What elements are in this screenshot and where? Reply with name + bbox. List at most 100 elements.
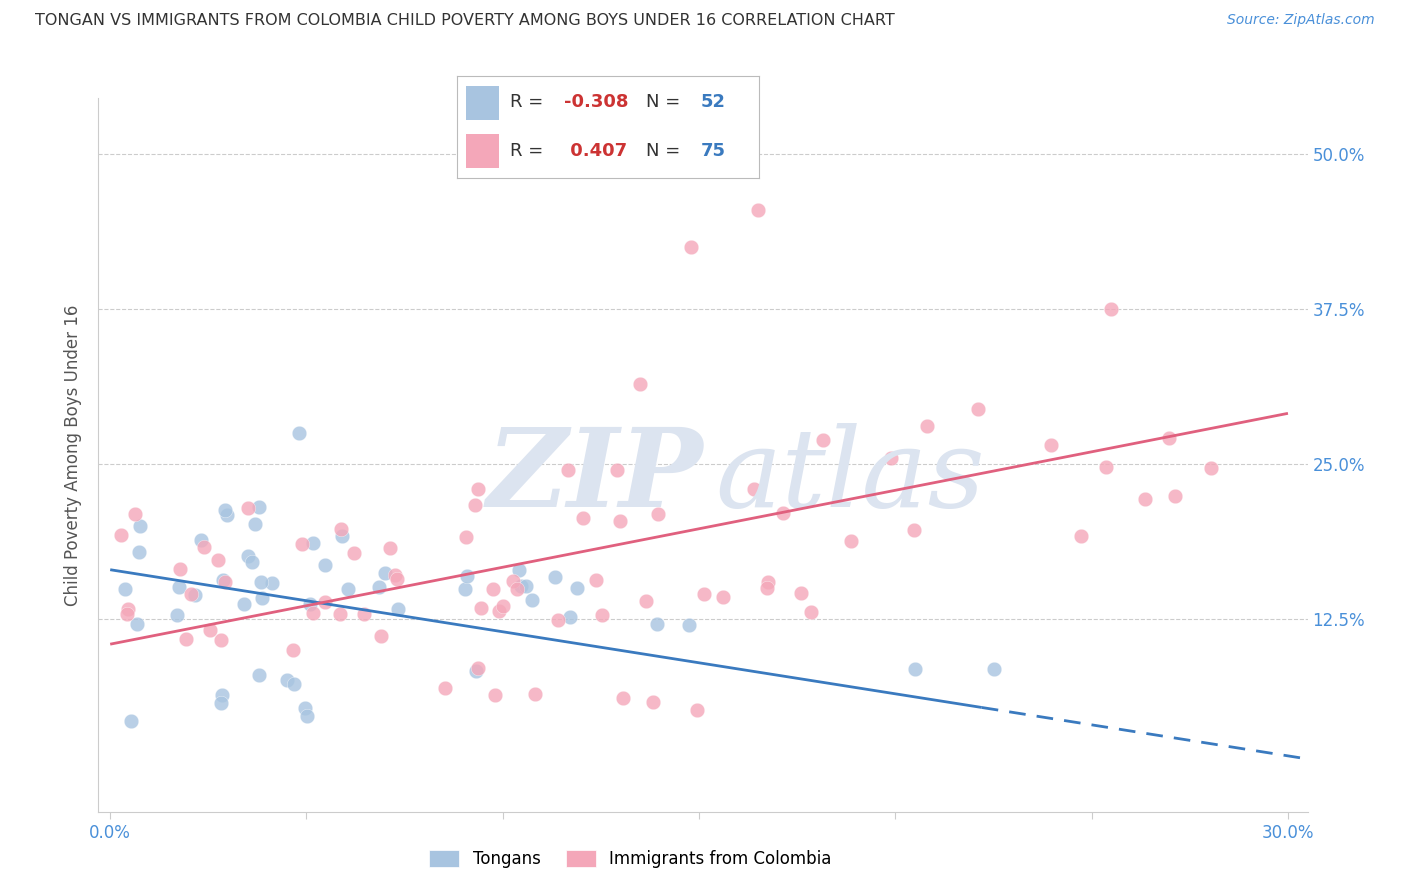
Point [1099, 302, 1122, 317]
Point [983, 662, 1005, 676]
Point [456, 569, 478, 583]
Point [800, 605, 823, 619]
Text: ZIP: ZIP [486, 423, 703, 530]
Point [523, 687, 546, 701]
Point [212, 573, 235, 587]
Legend: Tongans, Immigrants from Colombia: Tongans, Immigrants from Colombia [423, 843, 838, 875]
Point [547, 613, 569, 627]
Point [370, 629, 392, 643]
Point [301, 536, 323, 550]
Point [647, 508, 669, 522]
Point [1164, 489, 1187, 503]
Point [585, 574, 607, 588]
Text: N =: N = [645, 93, 686, 111]
Point [482, 582, 505, 597]
Point [839, 533, 862, 548]
Point [240, 555, 263, 569]
Point [378, 541, 401, 556]
Point [217, 508, 239, 523]
Point [747, 202, 769, 217]
Point [678, 618, 700, 632]
Point [465, 664, 488, 678]
Point [1133, 491, 1156, 506]
Text: 75: 75 [700, 142, 725, 161]
Point [353, 607, 375, 621]
Point [772, 506, 794, 520]
Point [117, 602, 139, 616]
Point [467, 661, 489, 675]
Point [184, 588, 207, 602]
Point [329, 522, 352, 536]
Text: TONGAN VS IMMIGRANTS FROM COLOMBIA CHILD POVERTY AMONG BOYS UNDER 16 CORRELATION: TONGAN VS IMMIGRANTS FROM COLOMBIA CHILD… [35, 13, 894, 29]
Point [302, 606, 325, 620]
Point [174, 632, 197, 646]
Point [211, 689, 233, 703]
Point [243, 516, 266, 531]
Point [337, 582, 360, 596]
Point [232, 597, 254, 611]
Point [492, 599, 515, 613]
Point [467, 482, 489, 496]
Point [314, 558, 336, 573]
Point [681, 240, 703, 254]
Point [606, 463, 628, 477]
Point [790, 585, 813, 599]
Text: 0.407: 0.407 [564, 142, 627, 161]
Point [247, 668, 270, 682]
Point [634, 594, 657, 608]
Point [520, 592, 543, 607]
Point [193, 540, 215, 554]
Point [209, 633, 232, 648]
Point [565, 582, 588, 596]
Point [1094, 460, 1116, 475]
Point [329, 607, 352, 621]
Point [572, 510, 595, 524]
Point [506, 582, 529, 597]
Point [209, 696, 232, 710]
Point [276, 673, 298, 688]
FancyBboxPatch shape [465, 135, 499, 168]
Point [515, 579, 537, 593]
Point [508, 563, 530, 577]
Point [124, 507, 146, 521]
Point [207, 553, 229, 567]
Point [330, 529, 353, 543]
Point [484, 688, 506, 702]
Point [180, 587, 202, 601]
Point [343, 546, 366, 560]
Point [693, 587, 716, 601]
Point [114, 582, 136, 596]
Point [281, 643, 304, 657]
Point [295, 708, 318, 723]
Point [967, 402, 990, 417]
Point [502, 574, 524, 588]
Text: Source: ZipAtlas.com: Source: ZipAtlas.com [1227, 13, 1375, 28]
Point [1199, 460, 1222, 475]
Point [128, 545, 150, 559]
Point [645, 616, 668, 631]
Point [298, 598, 321, 612]
Point [294, 700, 316, 714]
Text: R =: R = [510, 93, 548, 111]
Point [250, 591, 273, 605]
Point [120, 714, 142, 728]
Point [454, 582, 477, 596]
Point [374, 566, 396, 580]
Point [385, 572, 408, 586]
Point [287, 426, 309, 441]
Point [609, 514, 631, 528]
Point [591, 607, 613, 622]
Point [686, 703, 709, 717]
Point [742, 483, 765, 497]
Point [903, 523, 925, 537]
Point [236, 549, 259, 563]
Point [1039, 438, 1062, 452]
Point [262, 576, 284, 591]
Point [190, 533, 212, 547]
Point [115, 607, 138, 621]
Point [291, 537, 314, 551]
Point [1159, 431, 1181, 445]
Point [110, 528, 132, 542]
Point [811, 433, 834, 447]
Y-axis label: Child Poverty Among Boys Under 16: Child Poverty Among Boys Under 16 [65, 304, 83, 606]
